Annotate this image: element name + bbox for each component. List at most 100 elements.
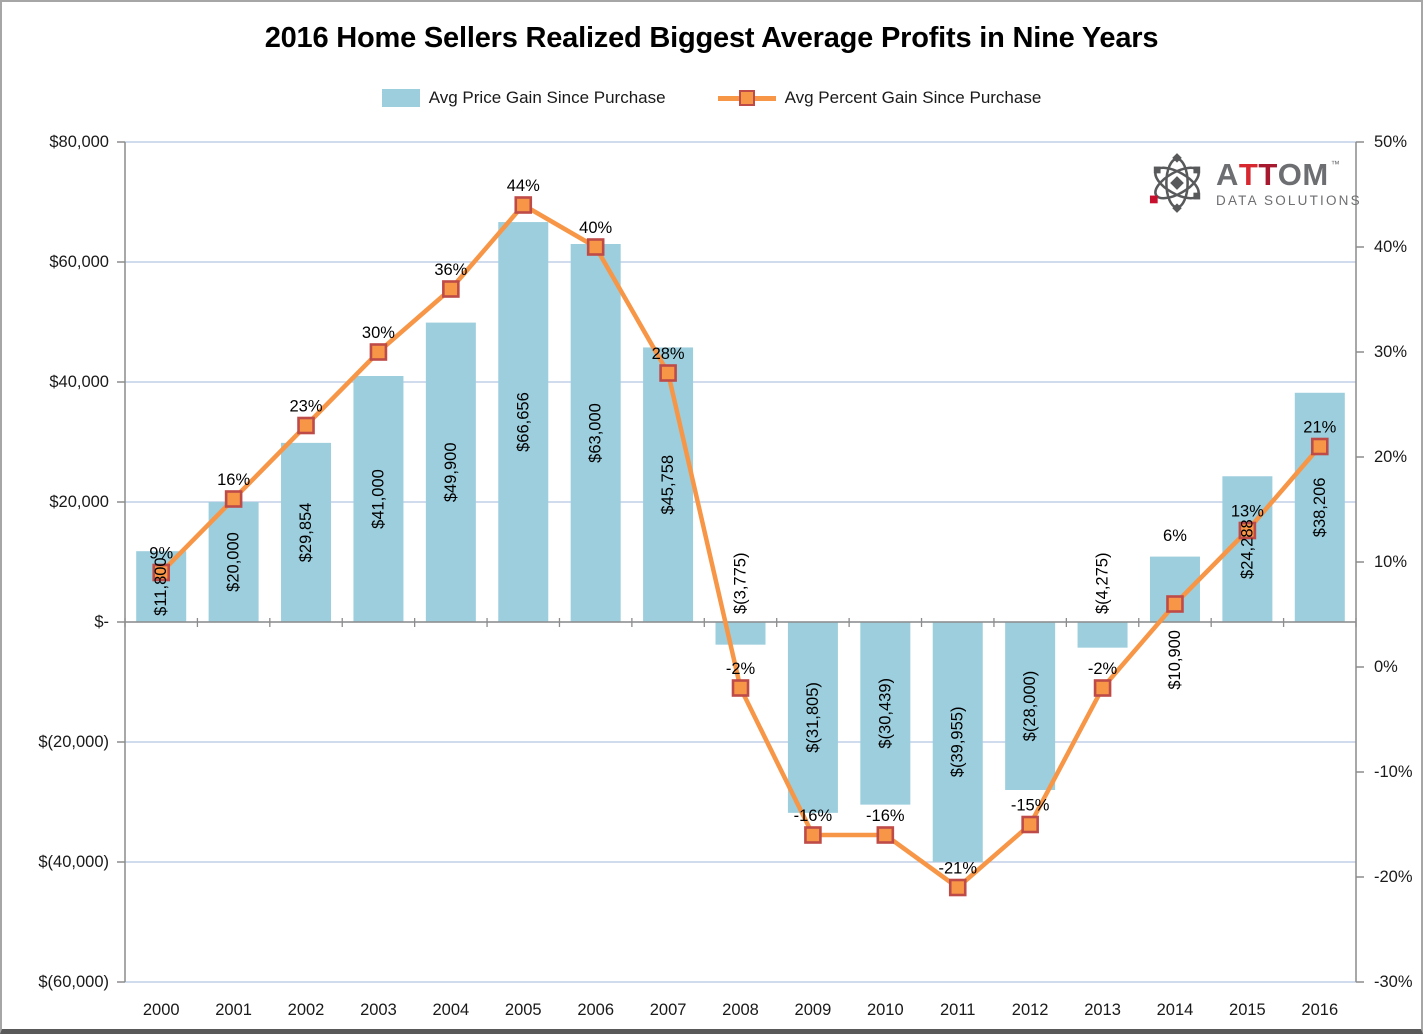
pct-label-2001: 16% [217,471,250,489]
attom-logo: A T T OM ™ DATA SOLUTIONS [1148,152,1362,214]
right-axis-label-4: 10% [1374,553,1407,571]
pct-label-2005: 44% [507,177,540,195]
x-axis-label-2005: 2005 [505,1001,542,1019]
pct-marker-2009 [804,826,822,844]
bar-label-2003: $41,000 [369,469,387,529]
bar-label-2015: $24,288 [1238,519,1256,579]
bar-label-2005: $66,656 [514,392,532,452]
x-axis-label-2013: 2013 [1084,1001,1121,1019]
pct-label-2002: 23% [290,398,323,416]
right-axis-label-0: 50% [1374,133,1407,151]
pct-marker-2004 [442,280,460,298]
pct-marker-2002 [297,416,315,435]
pct-label-2013: -2% [1088,660,1118,678]
attom-atom-icon [1149,153,1201,213]
x-axis-label-2002: 2002 [288,1001,325,1019]
bar-label-2007: $45,758 [659,455,677,515]
pct-marker-2001 [224,490,243,508]
bar-2011 [932,622,983,862]
bar-label-2010: $(30,439) [876,678,894,749]
pct-marker-2003 [369,343,388,361]
x-axis-label-2009: 2009 [795,1001,832,1019]
bar-2007 [643,347,694,622]
logo-red-square [1149,195,1158,204]
pct-label-2015: 13% [1231,503,1264,521]
bar-label-2001: $20,000 [225,532,243,592]
pct-line [158,202,1323,890]
attom-brand: A T T OM ™ [1216,159,1362,190]
pct-label-2011: -21% [938,860,977,878]
x-axis-label-2011: 2011 [940,1001,975,1019]
left-axis-label-3: $20,000 [49,493,109,511]
right-axis-label-5: 0% [1374,658,1398,676]
pct-marker-2013 [1093,679,1112,697]
pct-label-2003: 30% [362,324,395,342]
bar-2004 [425,322,476,622]
left-axis-label-2: $40,000 [49,373,109,391]
pct-label-2009: -16% [794,807,833,825]
brand-letters-om: OM [1277,156,1329,192]
bar-label-2004: $49,900 [442,442,460,502]
line-series-marker-icon [717,89,776,107]
pct-label-2007: 28% [652,345,685,363]
bar-2010 [860,622,911,805]
brand-letter-t1: T [1238,156,1259,192]
left-axis-label-1: $60,000 [49,253,109,271]
bar-label-2016: $38,206 [1311,478,1329,538]
left-axis-label-4: $- [94,613,109,631]
bar-label-2011: $(39,955) [949,707,967,778]
pct-marker-2011 [948,878,967,897]
bar-2009 [787,622,838,813]
legend-label-price-gain: Avg Price Gain Since Purchase [428,88,666,107]
bar-label-2006: $63,000 [587,403,605,463]
bar-2003 [353,376,404,622]
right-axis-label-1: 40% [1374,238,1407,256]
legend-label-percent-gain: Avg Percent Gain Since Purchase [784,88,1042,107]
x-axis-label-2004: 2004 [432,1001,469,1019]
pct-label-2000: 9% [149,545,173,563]
bar-2016 [1294,392,1345,622]
bar-2006 [570,244,621,622]
bar-label-2009: $(31,805) [804,682,822,753]
left-axis-label-5: $(20,000) [38,733,109,751]
x-axis-label-2015: 2015 [1229,1001,1266,1019]
bar-series-swatch-icon [381,89,420,107]
right-axis-label-3: 20% [1374,448,1407,466]
bar-label-2008: $(3,775) [732,553,750,614]
bar-label-2012: $(28,000) [1021,671,1039,742]
left-axis-label-6: $(40,000) [38,853,109,871]
right-axis-label-7: -20% [1374,868,1413,886]
bar-label-2000: $11,800 [152,557,170,615]
bar-2000 [136,551,187,622]
pct-label-2014: 6% [1163,527,1187,545]
pct-marker-2016 [1310,437,1329,456]
trademark-symbol: ™ [1330,158,1341,169]
bar-2001 [208,502,259,622]
x-axis-label-2016: 2016 [1301,1001,1338,1019]
x-axis-label-2003: 2003 [360,1001,397,1019]
pct-label-2006: 40% [579,219,612,237]
attom-subtitle: DATA SOLUTIONS [1216,192,1362,208]
bar-2005 [498,222,549,622]
bar-2008 [715,622,766,645]
chart-title: 2016 Home Sellers Realized Biggest Avera… [264,22,1159,54]
x-axis-label-2001: 2001 [215,1001,252,1019]
pct-label-2010: -16% [866,807,905,825]
pct-marker-2012 [1021,815,1039,834]
bar-label-2014: $10,900 [1166,630,1184,690]
x-axis-label-2012: 2012 [1012,1001,1049,1019]
pct-marker-2015 [1238,521,1257,540]
pct-marker-2010 [876,826,895,844]
pct-marker-2006 [586,238,605,256]
x-axis-label-2010: 2010 [867,1001,904,1019]
x-axis-label-2008: 2008 [722,1001,759,1019]
x-axis-label-2007: 2007 [650,1001,687,1019]
bar-label-2002: $29,854 [297,503,315,563]
left-axis-label-0: $80,000 [49,133,109,151]
pct-label-2016: 21% [1303,419,1336,437]
legend: Avg Price Gain Since Purchase Avg Percen… [2,88,1421,108]
pct-label-2008: -2% [726,660,756,678]
brand-letter-a: A [1216,156,1239,192]
